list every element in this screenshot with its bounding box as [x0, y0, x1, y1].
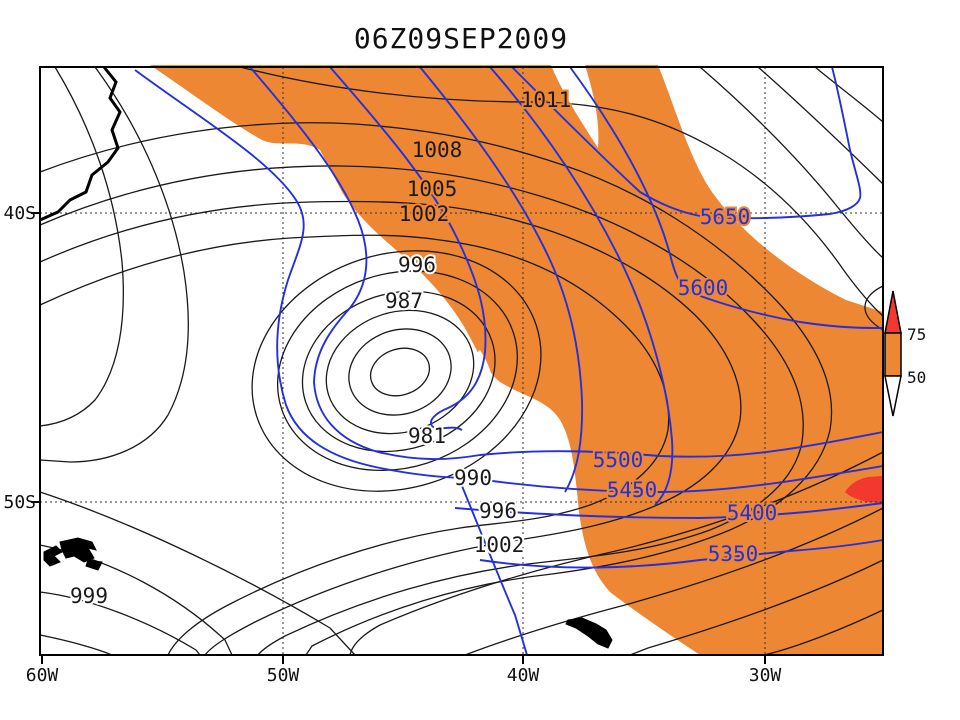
pressure-contour-label: 996: [479, 499, 517, 523]
tick-marks: [31, 212, 766, 664]
graticule: [40, 67, 883, 655]
colorbar-white-triangle: [884, 375, 902, 417]
colorbar-value-label: 50: [907, 368, 926, 387]
pressure-contour-label: 1002: [399, 202, 450, 226]
colorbar-orange-band: [884, 332, 902, 377]
lat-axis-label: 40S: [3, 203, 36, 224]
colorbar-red-triangle: [884, 290, 902, 334]
colorbar-labels: 75 50: [907, 325, 926, 387]
south-georgia-island: [565, 617, 613, 649]
shading-layer: [150, 65, 883, 655]
height-contour-label: 5400: [727, 501, 778, 525]
pressure-contour-label: 1002: [474, 533, 525, 557]
pressure-contour-label: 990: [454, 466, 492, 490]
lon-axis-label: 50W: [267, 665, 300, 686]
cyclone-rings: [251, 250, 542, 492]
pressure-contours: [39, 66, 884, 656]
pressure-contour-label: 1011: [521, 88, 572, 112]
falkland-islands: [43, 537, 103, 571]
south-america-coast: [39, 66, 122, 222]
pressure-contour-label: 1005: [407, 177, 458, 201]
contour-labels: 1011100810051002996987981990996100299956…: [68, 86, 779, 610]
height-contour-label: 5600: [678, 276, 729, 300]
lat-axis-label: 50S: [3, 492, 36, 513]
height-contour-label: 5450: [607, 478, 658, 502]
pressure-contour-label: 996: [398, 253, 436, 277]
white-sliver-hook: [470, 350, 495, 429]
map-frame: [31, 66, 884, 664]
colorbar-value-label: 75: [907, 325, 926, 344]
red-shading-patch: [845, 476, 883, 503]
map-title: 06Z09SEP2009: [354, 22, 568, 55]
height-contour-label: 5500: [593, 448, 644, 472]
white-sliver-top: [551, 65, 599, 148]
coastlines: [39, 66, 613, 649]
colorbar: 75 50: [884, 290, 926, 417]
lon-axis-label: 60W: [26, 665, 59, 686]
axis-labels: 40S 50S 60W 50W 40W 30W: [3, 203, 781, 686]
height-contour-label: 5650: [700, 205, 751, 229]
height-contour-label: 5350: [708, 542, 759, 566]
height-contours: [134, 66, 884, 656]
pressure-contour-label: 1008: [412, 138, 463, 162]
lon-axis-label: 40W: [507, 665, 540, 686]
pressure-contour-label: 999: [70, 584, 108, 608]
pressure-contour-label: 987: [385, 289, 423, 313]
orange-shading-band: [150, 65, 883, 655]
pressure-contour-label: 981: [408, 424, 446, 448]
lon-axis-label: 30W: [749, 665, 782, 686]
